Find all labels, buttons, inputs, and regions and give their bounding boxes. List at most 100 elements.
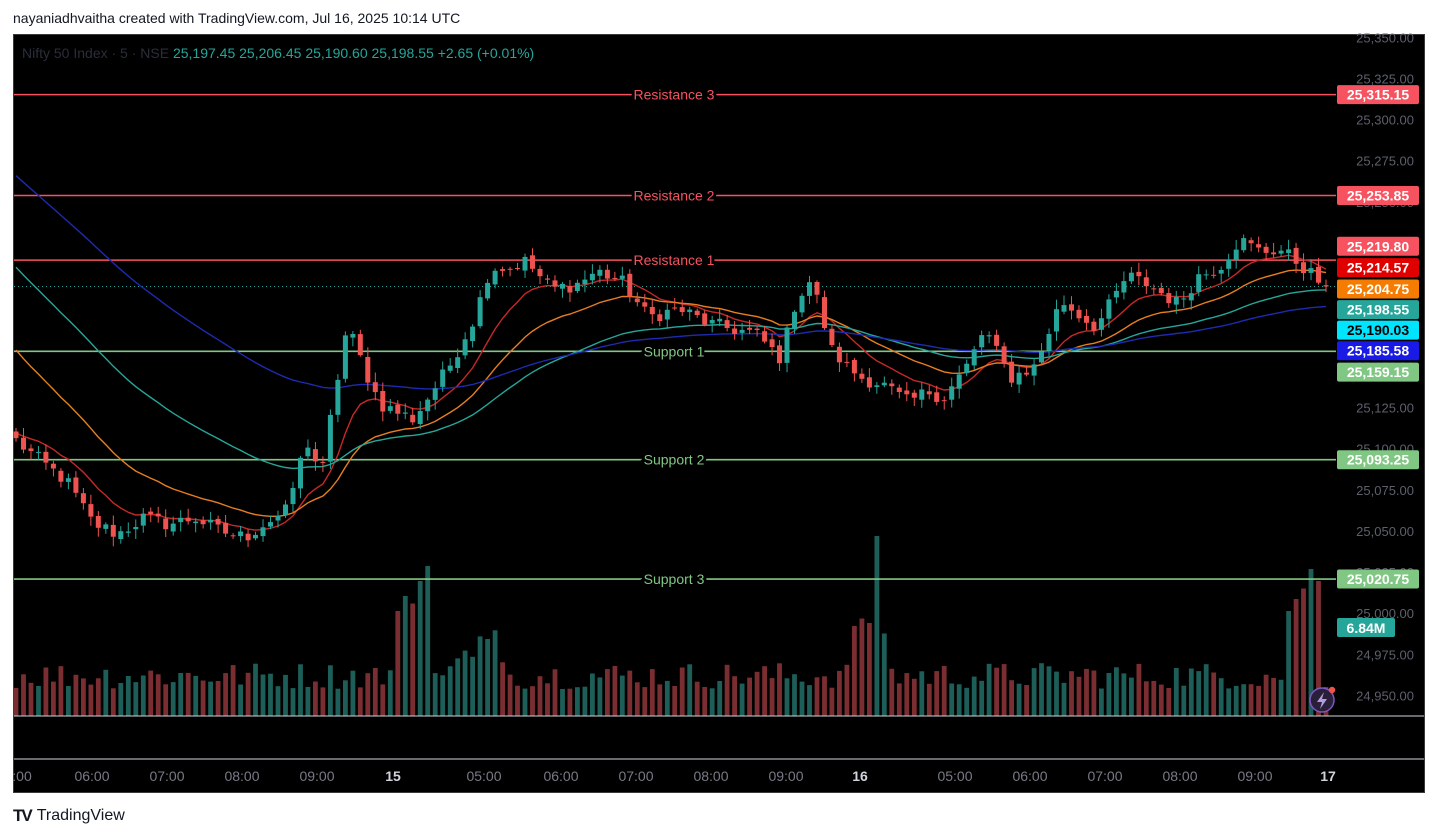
candle [589,264,595,285]
candle-body [1278,250,1284,254]
candle-body [934,392,940,402]
volume-bar [462,650,468,716]
time-tick-label: 09:00 [768,768,803,784]
tv-logo-text: TradingView [36,807,125,824]
candle-body [163,518,169,530]
price-badge: 25,198.55 [1337,300,1419,320]
volume-bar [103,669,109,716]
volume-bar [799,681,805,716]
volume-bar [867,623,872,716]
candle [73,471,79,498]
price-badge-label: 25,219.80 [1347,238,1409,254]
candle-body [522,256,528,271]
candle-body [215,518,221,525]
candle-body [941,400,947,402]
candle-body [95,516,101,528]
candle [1286,239,1292,261]
candle [455,348,461,374]
candle [649,298,655,324]
candle-body [1106,299,1112,319]
candle-body [1091,321,1097,331]
volume-bar [1039,663,1044,716]
volume-bar [1271,677,1276,716]
volume-bar [642,687,648,716]
volume-bar [979,680,985,716]
candle [372,372,378,401]
volume-bar [649,669,655,716]
candle [844,352,850,367]
candle [836,342,842,372]
candle-body [1173,296,1179,305]
flash-icon[interactable] [1309,686,1336,713]
candle-body [642,302,648,307]
candle-body [537,268,543,277]
candle-body [702,313,708,325]
candle [1196,266,1202,297]
legend-high: 25,206.45 [239,45,302,61]
volume-bar [1001,664,1007,716]
candle-body [956,374,962,389]
candle [851,357,857,382]
time-tick-label: :00 [12,768,32,784]
candle-body [672,307,678,309]
candle-body [769,339,775,347]
candle [88,494,94,526]
flash-icon-bolt [1317,692,1327,709]
candle [552,275,558,292]
price-tick-label: 25,000.00 [1356,606,1414,621]
candle [1143,269,1149,295]
volume-bar [208,681,213,716]
price-badge-label: 25,185.58 [1347,343,1409,359]
candle-body [747,327,753,330]
candle [230,532,236,540]
candle-body [110,524,116,537]
candle [365,347,371,391]
candle [13,428,19,442]
volume-bar [290,688,296,716]
candle [724,314,730,332]
candle-body [13,431,19,439]
volume-bar [28,682,34,716]
chart-frame[interactable] [13,34,1425,793]
volume-bar [1114,667,1119,716]
candle [732,320,738,340]
candle [1301,253,1306,281]
price-badge-bg [1337,185,1419,205]
volume-bar [1301,588,1306,716]
candle [380,382,386,422]
volume-bar [365,673,371,716]
candle-body [530,255,535,269]
volume-bar [762,666,767,716]
candle [1128,267,1134,285]
candle-body [223,522,229,534]
candle [1009,354,1015,387]
volume-bar [1218,678,1224,716]
candle-body [283,504,288,516]
volume-bar [500,662,505,716]
volume-bar [964,687,970,716]
candle-body [410,414,416,423]
price-badge-label: 25,214.57 [1347,260,1409,276]
price-badge: 25,214.57 [1337,258,1419,278]
volume-bar [739,683,745,716]
volume-bar [507,674,513,716]
candle-body [245,533,251,541]
candle-body [118,531,124,539]
tradingview-logo[interactable]: TV TradingView [13,806,125,826]
candle [986,331,992,344]
candle [28,444,34,460]
candle [1263,242,1269,261]
time-tick-label: 05:00 [466,768,501,784]
volume-bar [447,666,453,716]
price-badge: 25,093.25 [1337,450,1419,470]
candle [1113,283,1119,304]
price-badge-bg [1337,279,1419,299]
symbol-label: Nifty 50 Index · 5 · NSE [22,45,170,61]
candle-body [1263,246,1269,253]
candle-body [829,328,835,345]
volume-bar [402,596,408,716]
candle [335,374,341,423]
candle-body [844,361,850,363]
candle [1181,291,1187,308]
